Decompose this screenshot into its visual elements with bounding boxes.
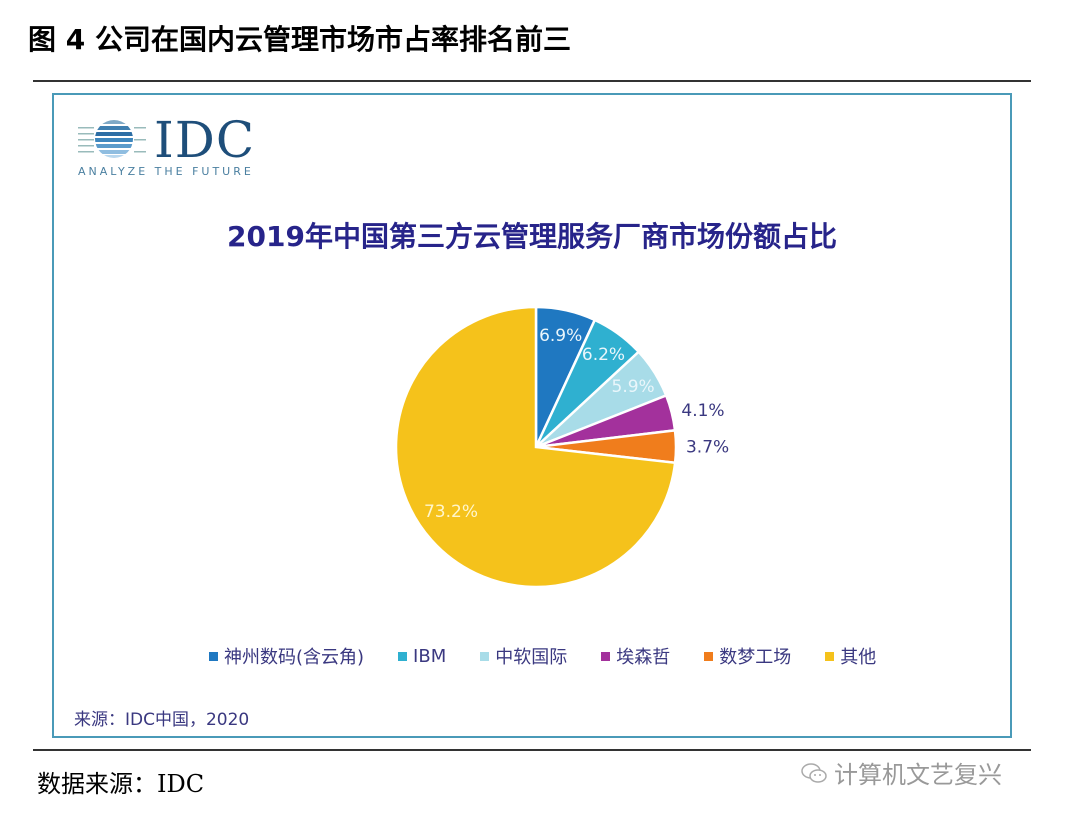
bottom-divider — [33, 749, 1031, 751]
pie-slice-label: 73.2% — [424, 502, 478, 522]
chart-title: 2019年中国第三方云管理服务厂商市场份额占比 — [227, 220, 837, 253]
legend-label: 神州数码(含云角) — [224, 647, 365, 668]
pie-chart: 6.9%6.2% 5.9% 4.1% 3.7% 73.2% — [394, 305, 729, 589]
legend-label: 数梦工场 — [719, 647, 792, 668]
pie-slice-label: 6.9% — [539, 326, 582, 346]
legend-swatch-icon — [825, 651, 835, 661]
legend-item: IBM — [398, 643, 446, 669]
watermark-text: 计算机文艺复兴 — [834, 761, 1002, 789]
legend-swatch-icon — [209, 651, 218, 661]
idc-logo: IDC ANALYZE THE FUTURE — [76, 111, 276, 182]
legend-item: 中软国际 — [480, 643, 567, 669]
legend-label: 埃森哲 — [616, 647, 671, 668]
idc-globe-icon — [78, 120, 146, 158]
data-source-note: 数据来源：IDC — [37, 770, 205, 798]
pie-slice-label: 5.9% — [612, 377, 655, 397]
pie-slice-label: 3.7% — [686, 438, 729, 458]
logo-tagline: ANALYZE THE FUTURE — [78, 165, 254, 178]
figure-title: 图 4 公司在国内云管理市场市占率排名前三 — [28, 23, 571, 56]
legend-item: 埃森哲 — [601, 643, 670, 669]
legend-item: 数梦工场 — [704, 643, 791, 669]
legend-label: 其他 — [840, 647, 877, 668]
wechat-icon — [801, 762, 827, 783]
pie-slice-label: 4.1% — [681, 401, 724, 421]
chart-panel: IDC ANALYZE THE FUTURE 2019年中国第三方云管理服务厂商… — [52, 93, 1012, 738]
pie-slice — [394, 305, 677, 589]
legend-label: 中软国际 — [495, 647, 568, 668]
top-divider — [33, 80, 1031, 82]
legend-swatch-icon — [398, 651, 408, 661]
legend-swatch-icon — [480, 651, 490, 661]
logo-wordmark: IDC — [154, 111, 256, 169]
legend-swatch-icon — [601, 651, 611, 661]
pie-slice-label: 6.2% — [582, 345, 625, 365]
legend-label: IBM — [413, 645, 447, 667]
chart-source-note: 来源：IDC中国，2020 — [74, 710, 250, 730]
legend-item: 神州数码(含云角) — [209, 643, 364, 669]
chart-legend: 神州数码(含云角) IBM 中软国际 埃森哲 数梦工场 其他 — [209, 643, 876, 669]
legend-item: 其他 — [825, 643, 876, 669]
legend-swatch-icon — [704, 651, 714, 661]
watermark: 计算机文艺复兴 — [800, 755, 1002, 790]
